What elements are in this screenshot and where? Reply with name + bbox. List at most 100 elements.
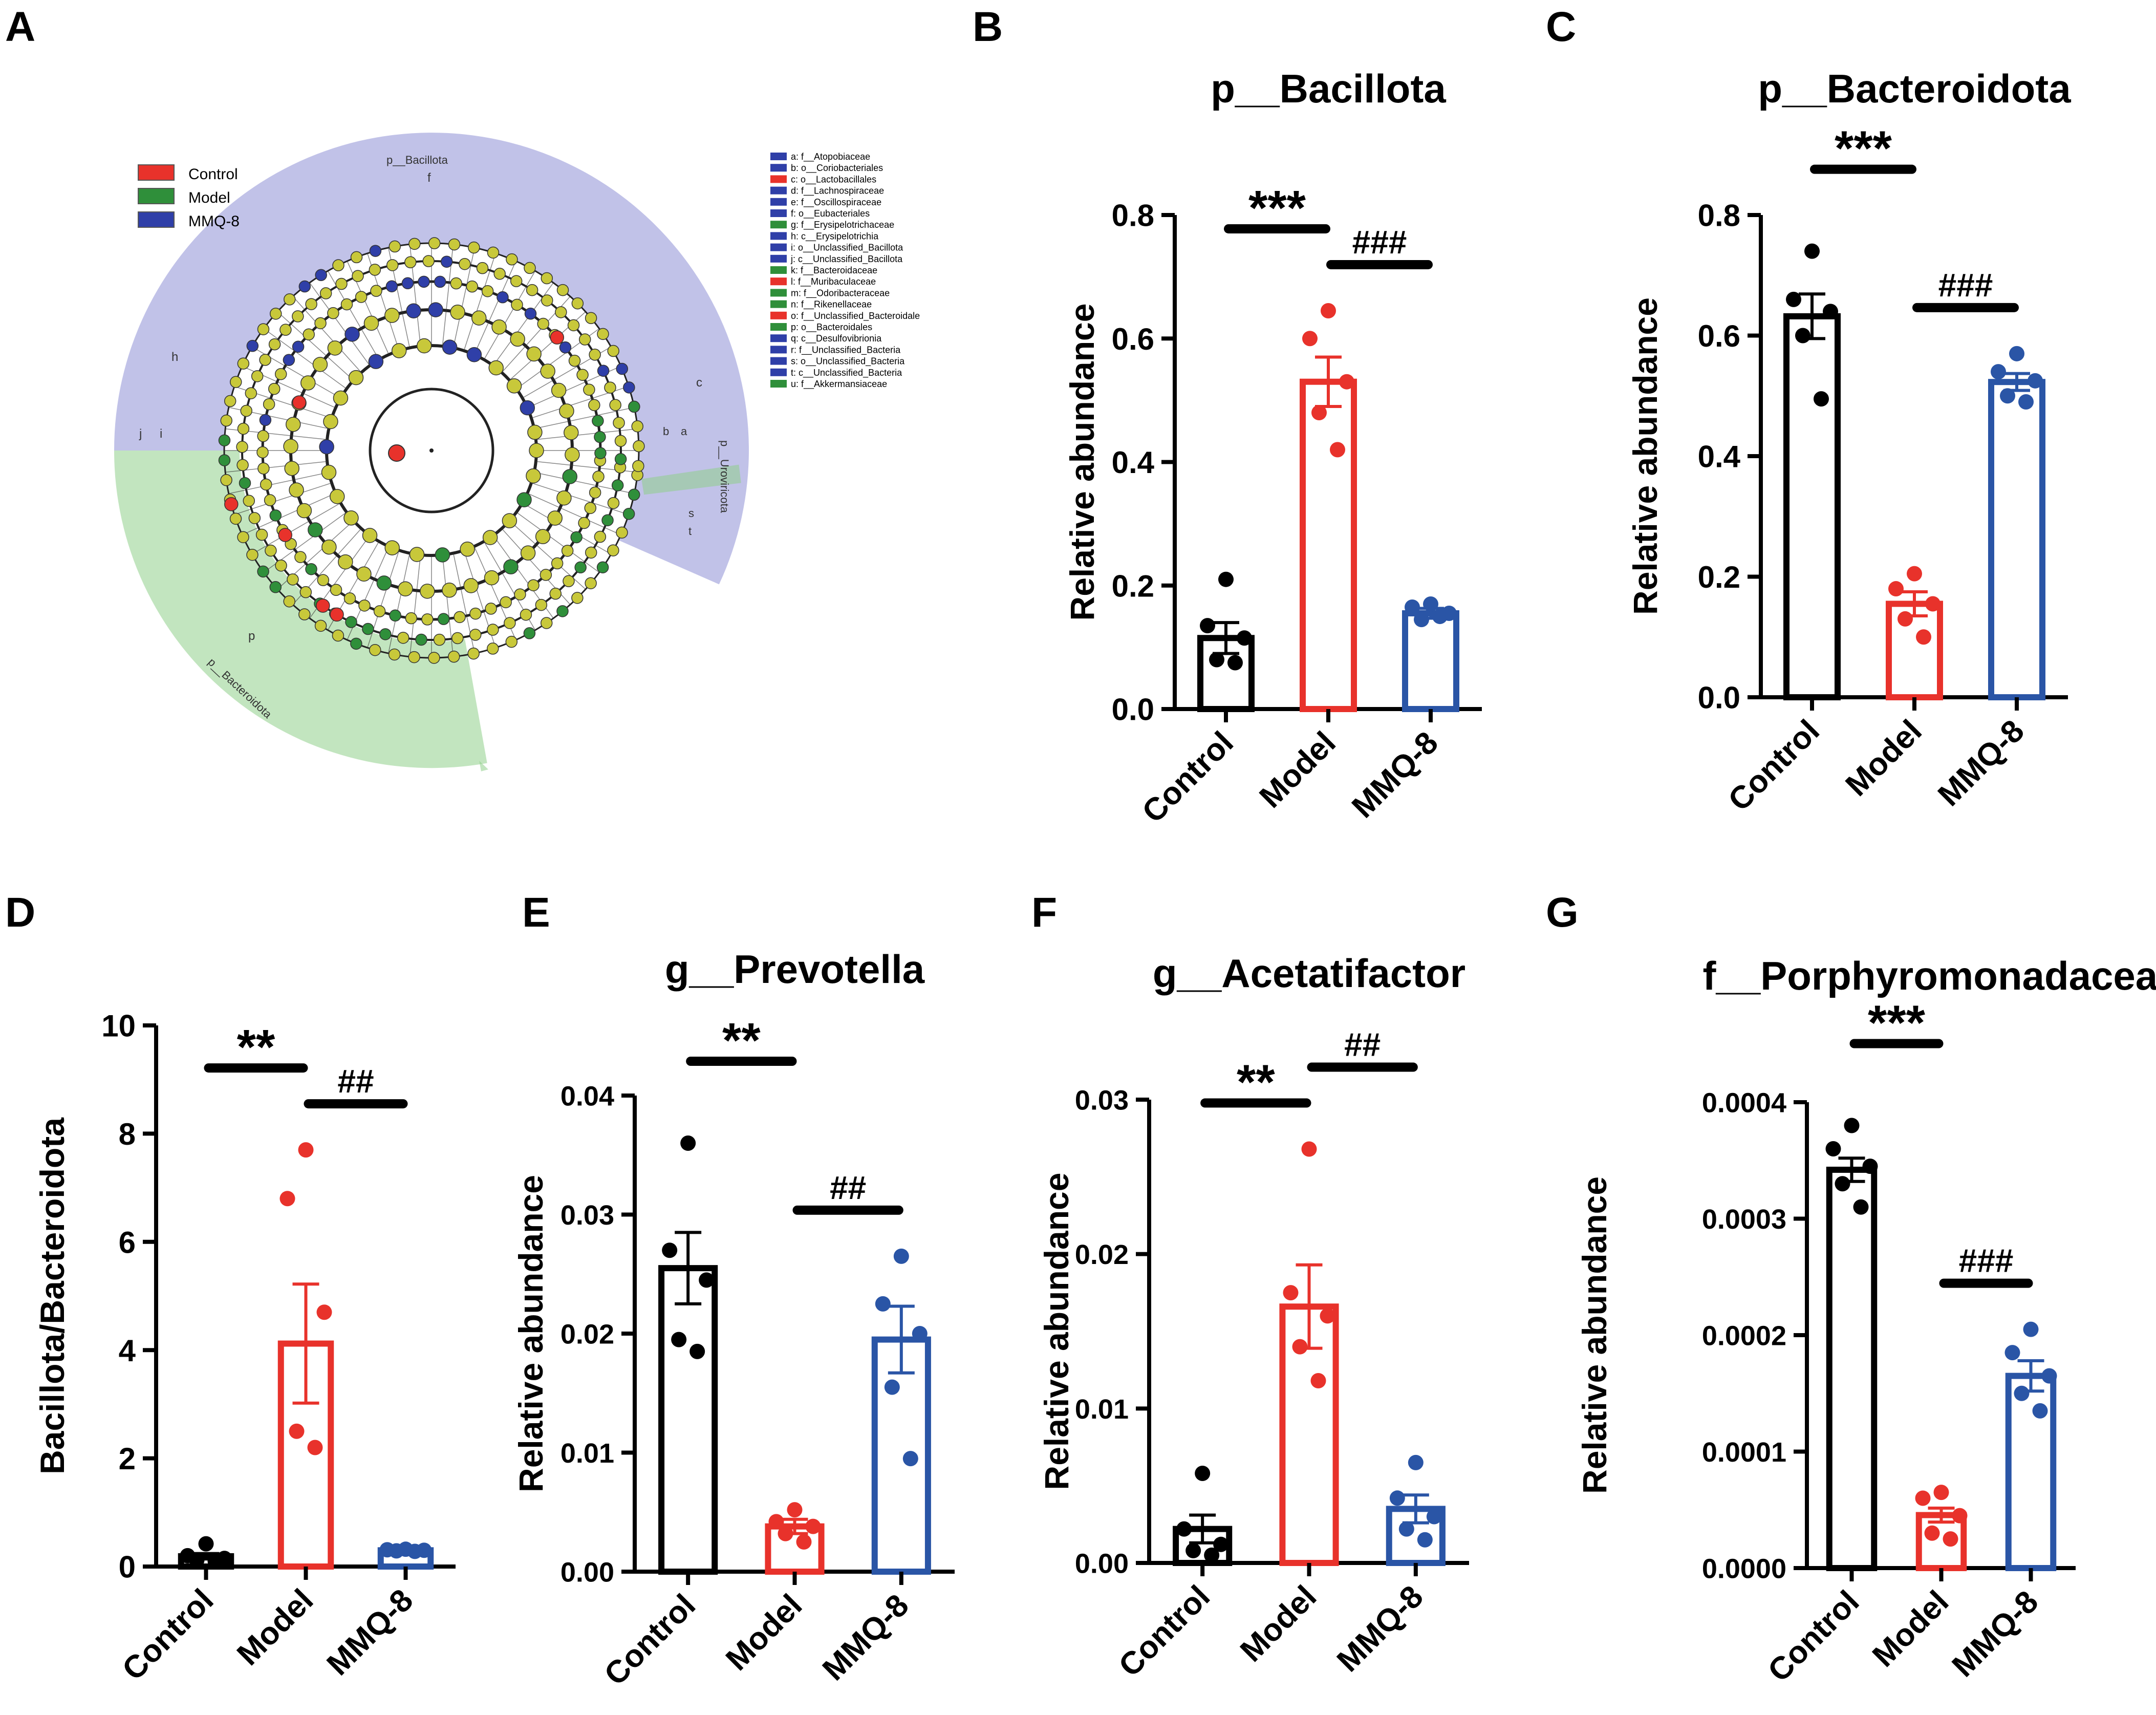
tree-node [405,612,418,625]
tree-node [563,575,575,587]
tree-branch [531,482,629,515]
tree-node [466,347,482,362]
tree-node [245,387,257,399]
tree-node [454,611,466,624]
tree-node [467,647,480,660]
tree-node [487,246,500,259]
chart-acetatifactor: g__Acetatifactor Relative abundance 0.00 0.… [1038,951,1469,1684]
tree-node [218,454,231,466]
tree-node [578,517,590,529]
y-axis-label: Relative abundance [1626,297,1664,615]
taxa-legend-entry: e: f__Oscillospiraceae [791,197,881,208]
tree-node [611,479,624,491]
data-point [1907,566,1922,582]
x-tick-label: Model [1234,1579,1323,1668]
tree-node [257,462,270,475]
tree-node [623,381,635,394]
tree-node [497,291,509,304]
tree-node [330,584,342,596]
significance-label: ### [1938,267,1993,304]
tree-node [314,317,327,330]
tree-node [391,343,407,358]
tree-node [487,624,499,636]
x-tick-label: MMQ-8 [1330,1579,1430,1679]
tree-node [596,561,609,573]
data-point [893,1248,909,1264]
taxa-legend-swatch [770,254,787,263]
chart-bacteroidota: p__Bacteroidota Relative abundance 0.0 0.2 0… [1626,66,2071,818]
tree-node [535,529,551,544]
sector-letters: c f h i j p a b s t [139,171,702,643]
clade-label-bacillota: p__Bacillota [386,154,448,166]
tree-node [551,557,564,570]
tree-node [594,530,607,543]
tree-node [363,315,379,331]
bar-control [1826,1166,1878,1571]
taxa-legend-swatch [770,323,787,331]
tree-node [520,545,536,561]
y-tick-label: 0.02 [560,1319,614,1349]
tree-node [292,310,304,323]
tree-node [373,605,386,617]
tree-node [401,277,414,290]
tree-node [597,328,609,340]
clade-label-urovircota: p__Uroviricota [718,440,731,513]
tree-node [259,414,272,426]
data-point [1915,1490,1931,1506]
data-point [1925,596,1941,612]
tree-node [594,431,606,443]
taxa-legend-swatch [770,221,787,229]
tree-node [607,345,619,357]
tree-node [550,330,564,345]
tree-node [333,390,349,406]
tree-node [263,398,275,411]
tree-branch [534,407,635,430]
panel-label-g: G [1546,889,1579,936]
x-tick-label: Control [1721,713,1826,818]
data-point [1321,303,1336,318]
data-point [1952,1508,1968,1524]
tree-nodes [218,237,645,664]
data-point [1204,1547,1220,1563]
sector-letter: b [663,425,669,438]
tree-node [556,605,569,617]
legend-swatch-model [138,188,175,204]
data-point [2014,1385,2030,1401]
data-point [1408,1454,1424,1470]
data-point [1176,1521,1192,1537]
tree-node [308,522,323,538]
tree-node [352,270,364,282]
taxa-legend-swatch [770,300,787,308]
tree-node [487,642,499,655]
data-point [1405,599,1420,615]
taxa-legend-swatch [770,334,787,342]
y-tick-label: 0.6 [1698,319,1740,353]
data-point [279,1191,295,1207]
data-point [1423,596,1438,612]
tree-node [269,509,282,522]
tree-node [332,259,344,271]
data-point [671,1332,687,1347]
tree-branch [522,502,612,555]
data-point [796,1534,812,1550]
tree-root-node [388,444,405,462]
tree-node [305,563,317,575]
tree-node [613,417,625,429]
data-point [1302,331,1318,347]
data-point [912,1326,928,1341]
tree-branch [242,492,336,535]
x-tick-label: Control [116,1582,221,1687]
y-axis-label: Relative abundance [1063,304,1101,621]
tree-node [257,323,270,335]
tree-node [491,319,507,335]
taxa-legend-swatch [770,346,787,354]
clade-sector-bacteroidota [114,451,487,768]
y-tick-label: 0.4 [1112,445,1155,480]
taxa-legend-entry: c: o__Lactobacillales [791,174,876,185]
data-point [1311,405,1327,420]
x-tick-label: MMQ-8 [1345,725,1445,825]
tree-node [406,303,421,318]
data-point [1209,652,1224,668]
sector-letter: f [427,171,431,185]
